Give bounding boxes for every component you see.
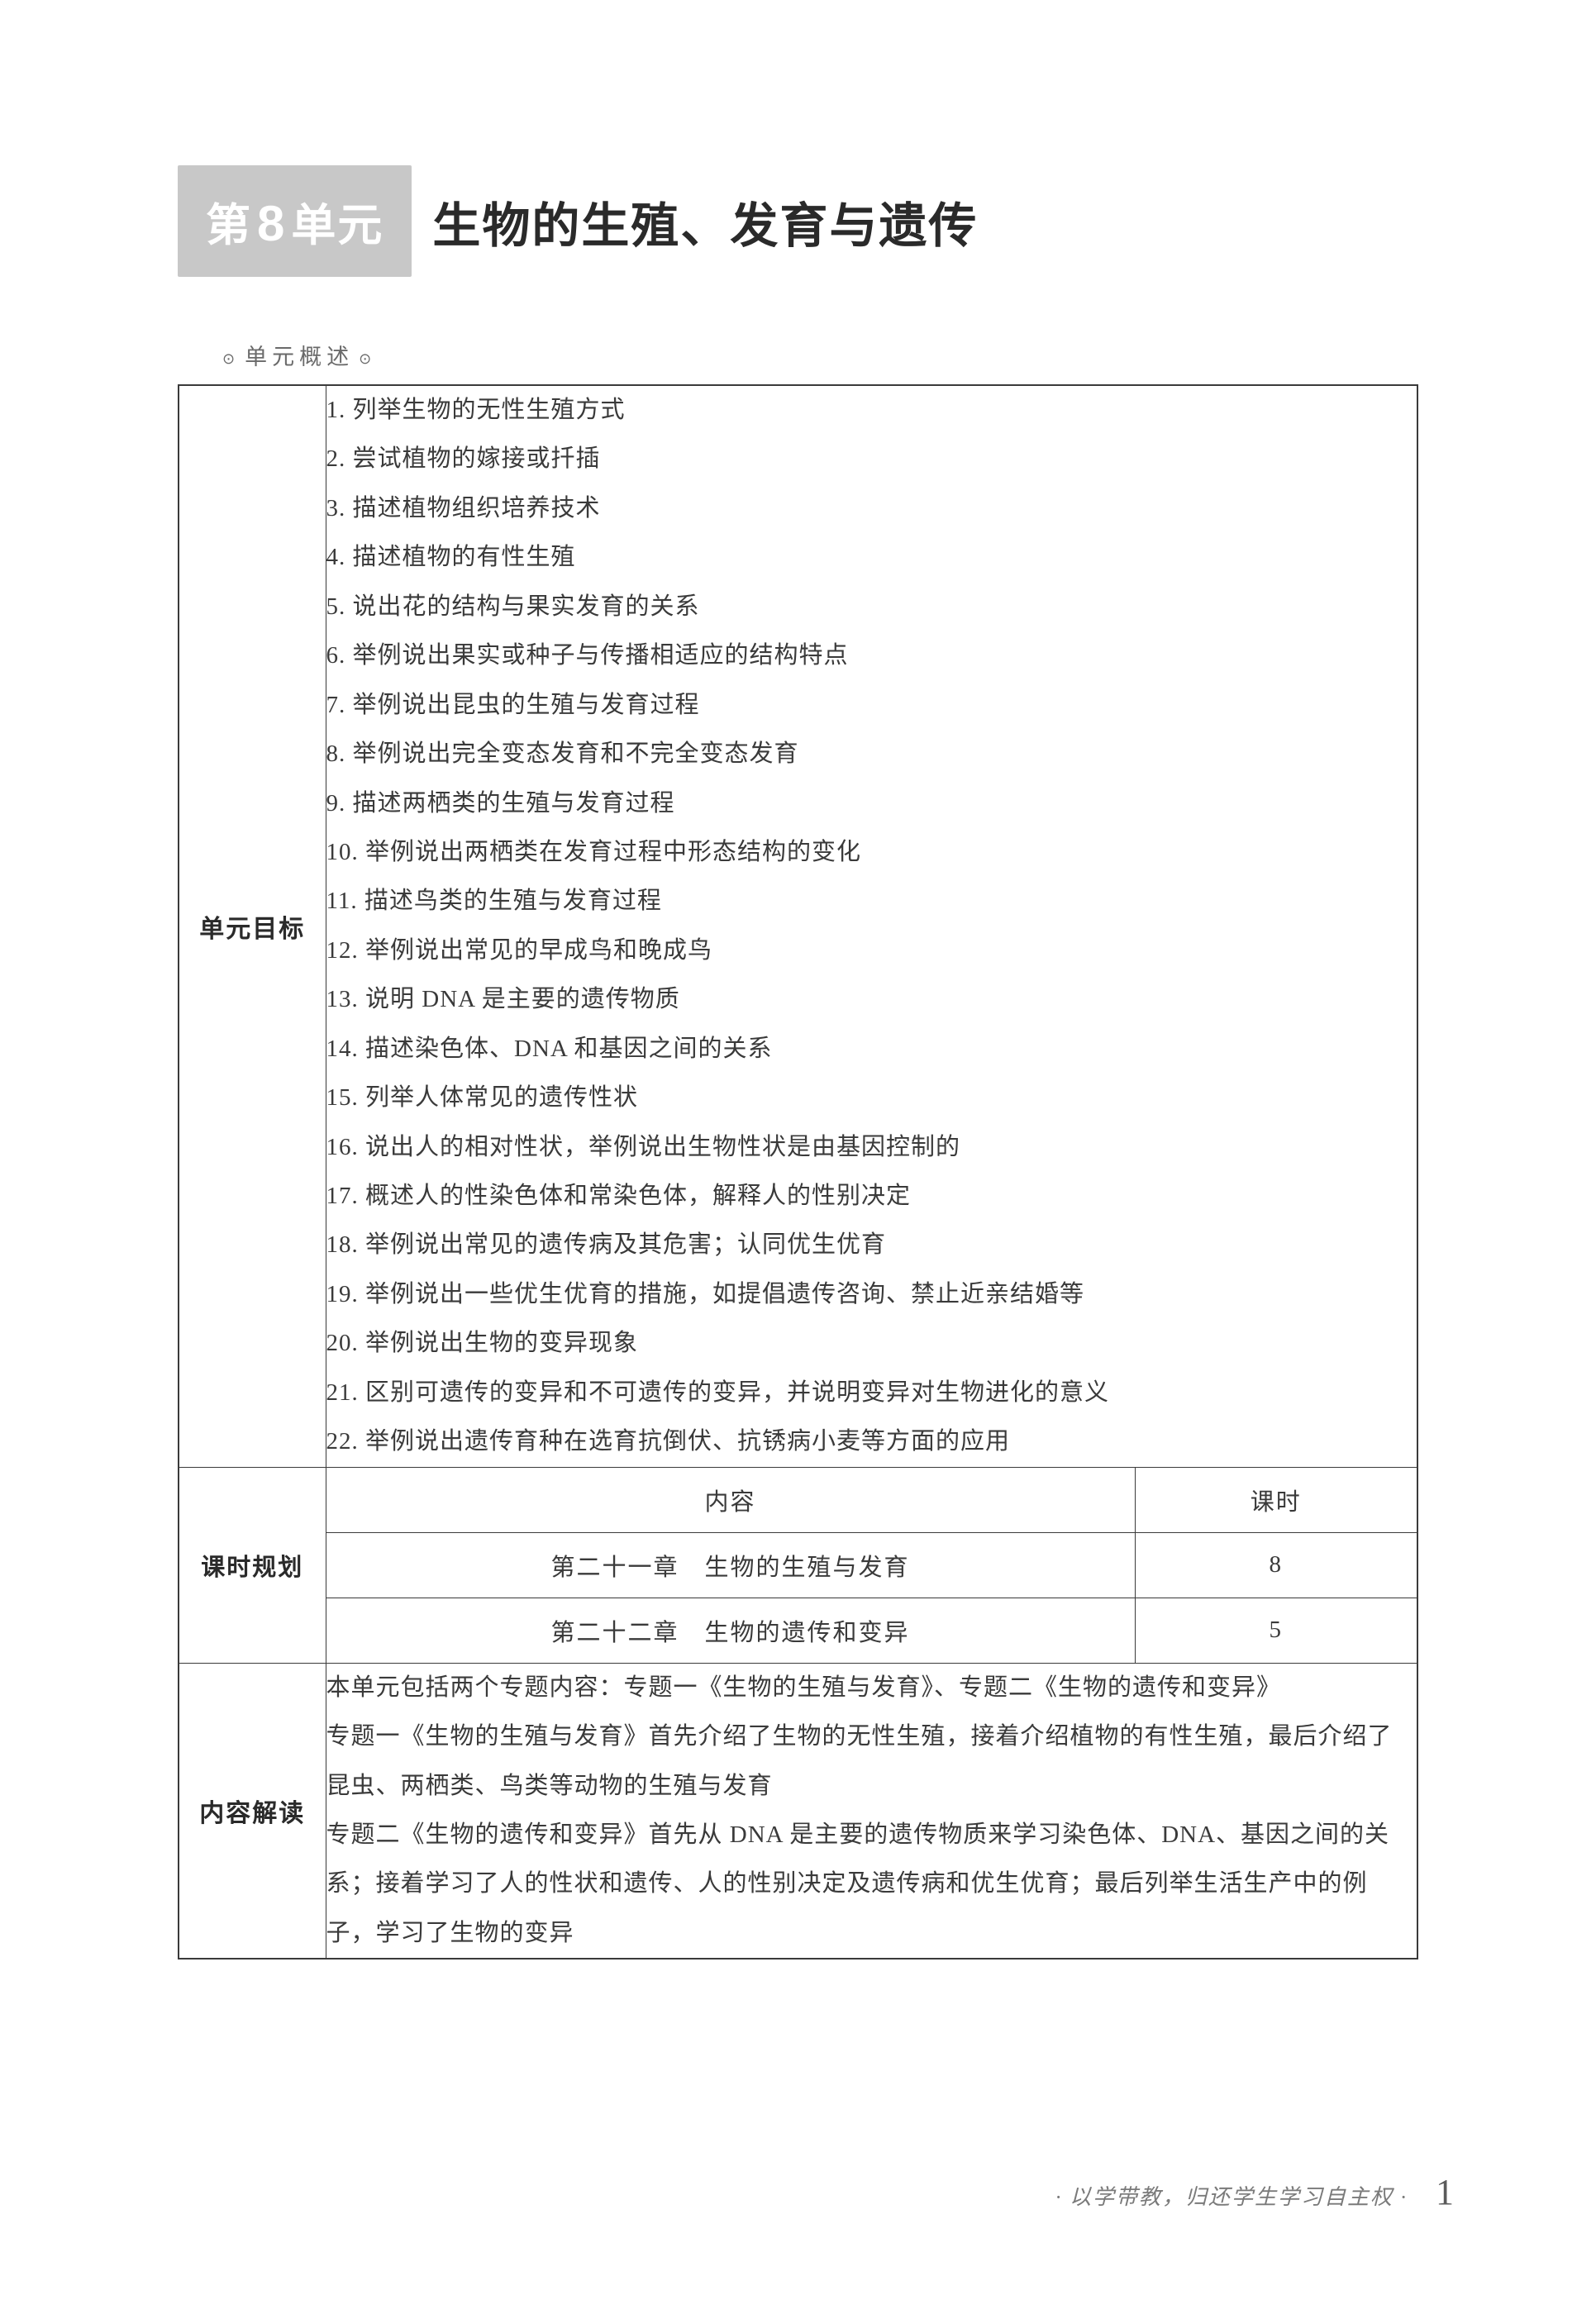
page-content: 第8单元 生物的生殖、发育与遗传 ⊙单元概述⊙ 单元目标 1. 列举生物的无性生… bbox=[0, 0, 1596, 1959]
goal-item: 14. 描述染色体、DNA 和基因之间的关系 bbox=[326, 1025, 1417, 1074]
goal-item: 9. 描述两栖类的生殖与发育过程 bbox=[326, 779, 1417, 828]
goal-item: 20. 举例说出生物的变异现象 bbox=[326, 1319, 1417, 1368]
goal-item: 22. 举例说出遗传育种在选育抗倒伏、抗锈病小麦等方面的应用 bbox=[326, 1417, 1417, 1466]
schedule-content: 第二十二章 生物的遗传和变异 bbox=[326, 1598, 1135, 1663]
interpretation-paragraph: 专题一《生物的生殖与发育》首先介绍了生物的无性生殖，接着介绍植物的有性生殖，最后… bbox=[326, 1712, 1417, 1811]
goal-item: 8. 举例说出完全变态发育和不完全变态发育 bbox=[326, 730, 1417, 779]
goal-item: 10. 举例说出两栖类在发育过程中形态结构的变化 bbox=[326, 828, 1417, 877]
goal-item: 16. 说出人的相对性状，举例说出生物性状是由基因控制的 bbox=[326, 1123, 1417, 1172]
goal-item: 5. 说出花的结构与果实发育的关系 bbox=[326, 583, 1417, 631]
goal-item: 13. 说明 DNA 是主要的遗传物质 bbox=[326, 975, 1417, 1024]
badge-number: 8 bbox=[252, 196, 291, 251]
page-footer: · 以学带教，归还学生学习自主权 · 1 bbox=[1055, 2171, 1454, 2213]
schedule-hours: 5 bbox=[1135, 1598, 1417, 1663]
goal-item: 15. 列举人体常见的遗传性状 bbox=[326, 1074, 1417, 1122]
schedule-row: 第二十二章 生物的遗传和变异 5 bbox=[179, 1598, 1417, 1663]
schedule-header-hours: 课时 bbox=[1135, 1467, 1417, 1532]
interpretation-label-cell: 内容解读 bbox=[179, 1663, 326, 1959]
goal-item: 11. 描述鸟类的生殖与发育过程 bbox=[326, 877, 1417, 926]
goal-item: 17. 概述人的性染色体和常染色体，解释人的性别决定 bbox=[326, 1172, 1417, 1221]
dot-icon: ⊙ bbox=[222, 350, 240, 368]
interpretation-row: 内容解读 本单元包括两个专题内容：专题一《生物的生殖与发育》、专题二《生物的遗传… bbox=[179, 1663, 1417, 1959]
goal-item: 7. 举例说出昆虫的生殖与发育过程 bbox=[326, 681, 1417, 730]
goal-item: 3. 描述植物组织培养技术 bbox=[326, 484, 1417, 533]
interpretation-content-cell: 本单元包括两个专题内容：专题一《生物的生殖与发育》、专题二《生物的遗传和变异》 … bbox=[326, 1663, 1417, 1959]
unit-title: 生物的生殖、发育与遗传 bbox=[432, 187, 978, 256]
goal-item: 12. 举例说出常见的早成鸟和晚成鸟 bbox=[326, 926, 1417, 975]
badge-suffix: 单元 bbox=[291, 201, 384, 250]
interpretation-paragraph: 本单元包括两个专题内容：专题一《生物的生殖与发育》、专题二《生物的遗传和变异》 bbox=[326, 1664, 1417, 1712]
goal-item: 21. 区别可遗传的变异和不可遗传的变异，并说明变异对生物进化的意义 bbox=[326, 1369, 1417, 1417]
goals-label-cell: 单元目标 bbox=[179, 385, 326, 1467]
dot-icon: ⊙ bbox=[359, 350, 376, 368]
overview-label-text: 单元概述 bbox=[245, 345, 354, 369]
interpretation-paragraph: 专题二《生物的遗传和变异》首先从 DNA 是主要的遗传物质来学习染色体、DNA、… bbox=[326, 1811, 1417, 1958]
unit-header: 第8单元 生物的生殖、发育与遗传 bbox=[178, 165, 1418, 277]
schedule-hours: 8 bbox=[1135, 1532, 1417, 1598]
schedule-label-cell: 课时规划 bbox=[179, 1467, 326, 1663]
footer-motto: · 以学带教，归还学生学习自主权 · bbox=[1055, 2180, 1408, 2211]
goals-list: 1. 列举生物的无性生殖方式 2. 尝试植物的嫁接或扦插 3. 描述植物组织培养… bbox=[326, 386, 1417, 1467]
goals-row: 单元目标 1. 列举生物的无性生殖方式 2. 尝试植物的嫁接或扦插 3. 描述植… bbox=[179, 385, 1417, 1467]
goal-item: 6. 举例说出果实或种子与传播相适应的结构特点 bbox=[326, 631, 1417, 680]
goal-item: 1. 列举生物的无性生殖方式 bbox=[326, 386, 1417, 435]
goal-item: 2. 尝试植物的嫁接或扦插 bbox=[326, 435, 1417, 483]
goal-item: 19. 举例说出一些优生优育的措施，如提倡遗传咨询、禁止近亲结婚等 bbox=[326, 1270, 1417, 1319]
goals-content-cell: 1. 列举生物的无性生殖方式 2. 尝试植物的嫁接或扦插 3. 描述植物组织培养… bbox=[326, 385, 1417, 1467]
goal-item: 4. 描述植物的有性生殖 bbox=[326, 533, 1417, 582]
schedule-content: 第二十一章 生物的生殖与发育 bbox=[326, 1532, 1135, 1598]
page-number: 1 bbox=[1436, 2171, 1454, 2213]
goal-item: 18. 举例说出常见的遗传病及其危害；认同优生优育 bbox=[326, 1221, 1417, 1269]
unit-badge: 第8单元 bbox=[178, 165, 412, 277]
schedule-row: 第二十一章 生物的生殖与发育 8 bbox=[179, 1532, 1417, 1598]
overview-label: ⊙ 单元概述 ⊙ bbox=[217, 339, 1418, 371]
overview-table: 单元目标 1. 列举生物的无性生殖方式 2. 尝试植物的嫁接或扦插 3. 描述植… bbox=[178, 384, 1418, 1959]
schedule-header-content: 内容 bbox=[326, 1467, 1135, 1532]
schedule-header-row: 课时规划 内容 课时 bbox=[179, 1467, 1417, 1532]
badge-prefix: 第 bbox=[206, 201, 252, 250]
